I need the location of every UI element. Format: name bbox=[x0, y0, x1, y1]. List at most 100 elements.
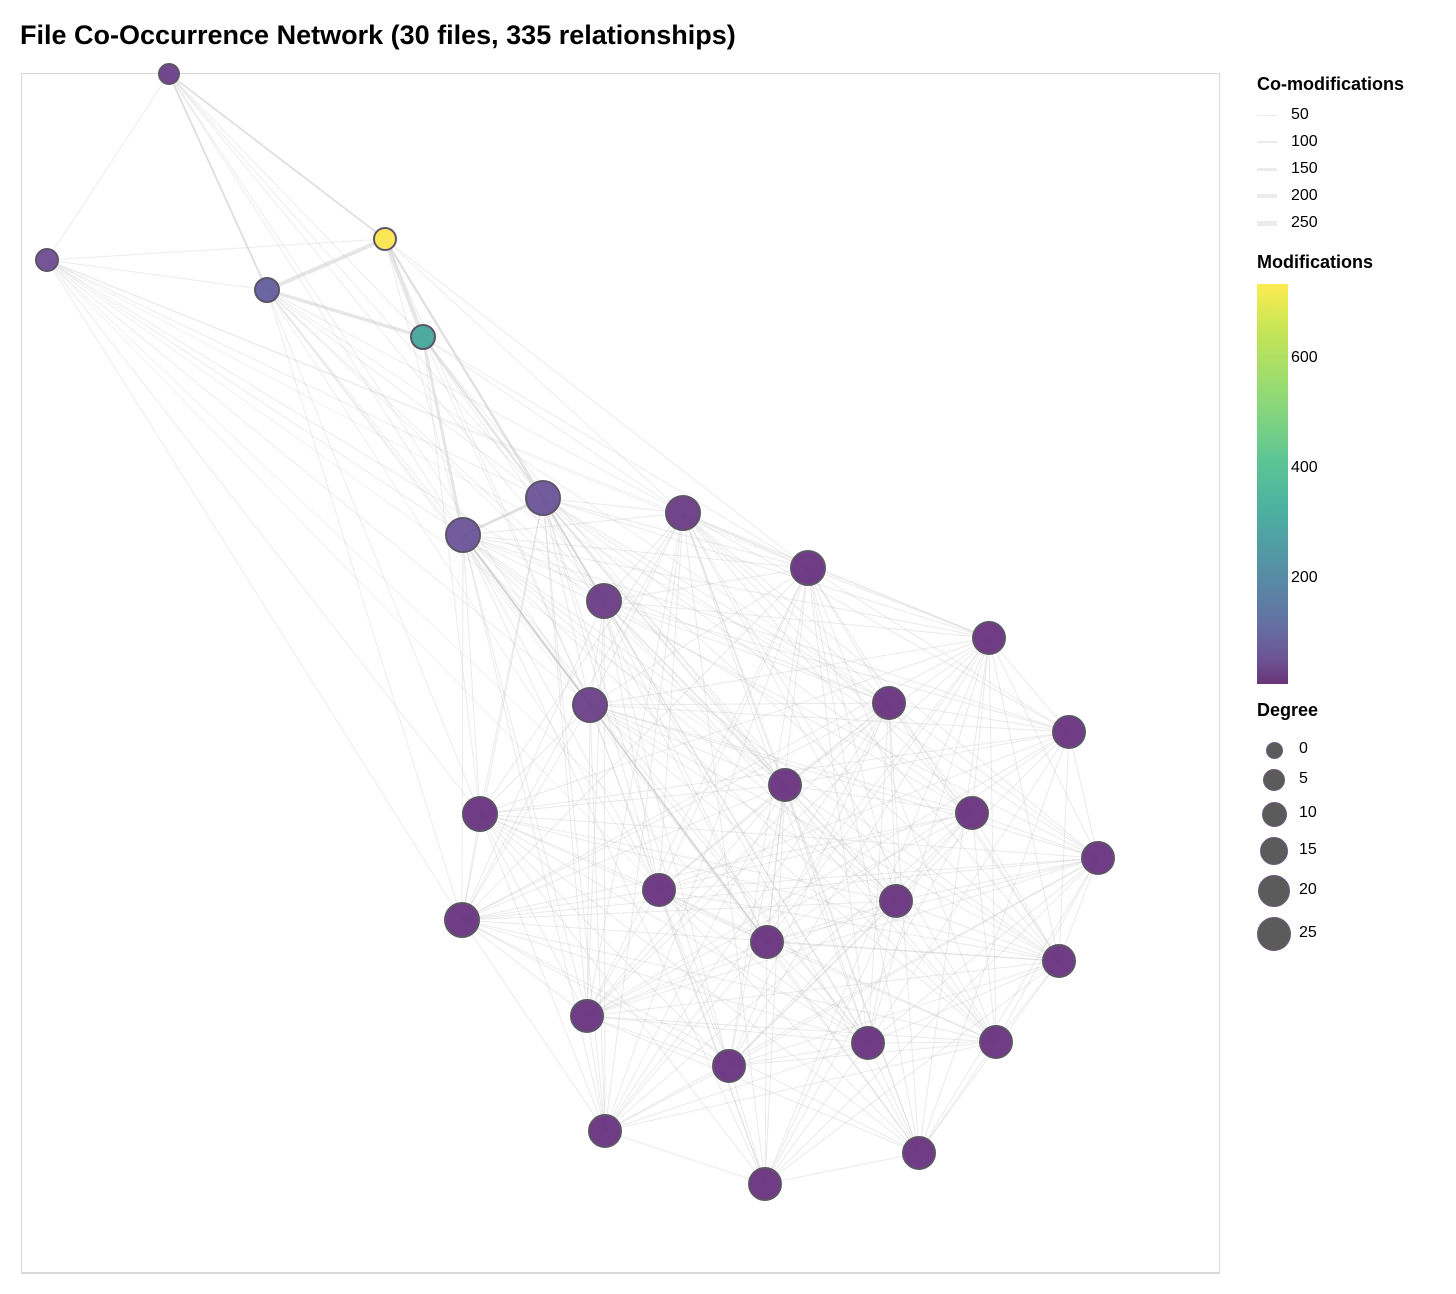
file-node[interactable] bbox=[1042, 944, 1076, 978]
edge bbox=[971, 637, 990, 814]
edge bbox=[895, 900, 1060, 962]
file-node[interactable] bbox=[748, 1167, 782, 1201]
edge bbox=[168, 73, 605, 602]
edge bbox=[682, 512, 1099, 859]
file-node[interactable] bbox=[790, 550, 826, 586]
edge bbox=[918, 637, 990, 1154]
edge bbox=[266, 237, 386, 292]
edge bbox=[603, 600, 890, 704]
edge bbox=[462, 534, 591, 706]
file-node[interactable] bbox=[254, 277, 280, 303]
edge bbox=[807, 567, 997, 1043]
file-node[interactable] bbox=[373, 227, 397, 251]
edge bbox=[266, 289, 684, 514]
edge bbox=[462, 534, 990, 639]
edge bbox=[764, 812, 973, 1185]
file-node[interactable] bbox=[525, 480, 561, 516]
edge bbox=[658, 889, 920, 1154]
edge bbox=[462, 534, 1070, 733]
file-node[interactable] bbox=[642, 873, 676, 907]
edge bbox=[1058, 731, 1070, 962]
edge bbox=[766, 567, 809, 943]
edge bbox=[807, 567, 897, 902]
edge bbox=[586, 889, 660, 1017]
edge-width-swatch bbox=[1257, 141, 1277, 143]
edge bbox=[46, 259, 481, 815]
edge bbox=[168, 73, 268, 291]
edge bbox=[168, 73, 544, 499]
file-node[interactable] bbox=[665, 495, 701, 531]
edge bbox=[589, 637, 990, 706]
plot-area bbox=[21, 73, 1220, 1274]
edge bbox=[867, 731, 1070, 1044]
edge bbox=[542, 497, 588, 1017]
edge bbox=[461, 534, 464, 921]
file-node[interactable] bbox=[570, 999, 604, 1033]
edge bbox=[266, 289, 591, 706]
file-node[interactable] bbox=[712, 1049, 746, 1083]
edge bbox=[589, 704, 869, 1044]
edge bbox=[728, 702, 890, 1067]
edge bbox=[604, 512, 684, 1132]
edge bbox=[658, 784, 786, 891]
edge bbox=[462, 534, 588, 1017]
file-node[interactable] bbox=[955, 796, 989, 830]
file-node[interactable] bbox=[1052, 715, 1086, 749]
file-node[interactable] bbox=[768, 768, 802, 802]
edge bbox=[895, 857, 1099, 902]
edge bbox=[462, 512, 684, 536]
file-node[interactable] bbox=[1081, 841, 1115, 875]
file-node[interactable] bbox=[586, 583, 622, 619]
edge bbox=[46, 73, 170, 261]
colorbar-tick-label: 400 bbox=[1291, 459, 1318, 476]
edge bbox=[682, 512, 997, 1043]
edge bbox=[462, 534, 768, 943]
file-node[interactable] bbox=[572, 687, 608, 723]
edge bbox=[682, 512, 990, 639]
edge bbox=[461, 919, 869, 1044]
edge bbox=[46, 259, 463, 921]
file-node[interactable] bbox=[902, 1136, 936, 1170]
file-node[interactable] bbox=[588, 1114, 622, 1148]
edge bbox=[384, 238, 809, 569]
edge bbox=[971, 812, 1099, 859]
edge bbox=[888, 702, 1099, 859]
legend-comod-item: 250 bbox=[1257, 213, 1318, 233]
edge bbox=[658, 889, 768, 943]
edge bbox=[479, 813, 768, 943]
file-node[interactable] bbox=[972, 621, 1006, 655]
file-node[interactable] bbox=[879, 884, 913, 918]
edge bbox=[1068, 731, 1099, 859]
file-node[interactable] bbox=[158, 63, 180, 85]
file-node[interactable] bbox=[979, 1025, 1013, 1059]
file-node[interactable] bbox=[445, 517, 481, 553]
edge bbox=[658, 889, 766, 1185]
edge bbox=[266, 289, 463, 921]
edge bbox=[867, 1042, 920, 1154]
edge bbox=[542, 497, 591, 706]
edge bbox=[658, 731, 1070, 891]
edge bbox=[589, 704, 1060, 962]
edge bbox=[461, 497, 544, 921]
edge bbox=[867, 702, 890, 1044]
edge bbox=[542, 497, 890, 704]
edge bbox=[728, 1065, 766, 1185]
legend-mod-title: Modifications bbox=[1257, 252, 1373, 272]
file-node[interactable] bbox=[444, 902, 480, 938]
file-node[interactable] bbox=[872, 686, 906, 720]
edge bbox=[461, 919, 606, 1132]
edge bbox=[168, 73, 386, 240]
file-node[interactable] bbox=[851, 1026, 885, 1060]
edge bbox=[479, 813, 606, 1132]
file-node[interactable] bbox=[462, 796, 498, 832]
edge bbox=[383, 238, 545, 499]
edge bbox=[462, 534, 809, 569]
legend-comod-label: 100 bbox=[1291, 133, 1318, 150]
file-node[interactable] bbox=[750, 925, 784, 959]
edge bbox=[586, 637, 990, 1017]
edge bbox=[542, 497, 768, 943]
file-node[interactable] bbox=[410, 324, 436, 350]
file-node[interactable] bbox=[35, 248, 59, 272]
edge bbox=[542, 497, 730, 1067]
edge bbox=[46, 259, 464, 536]
